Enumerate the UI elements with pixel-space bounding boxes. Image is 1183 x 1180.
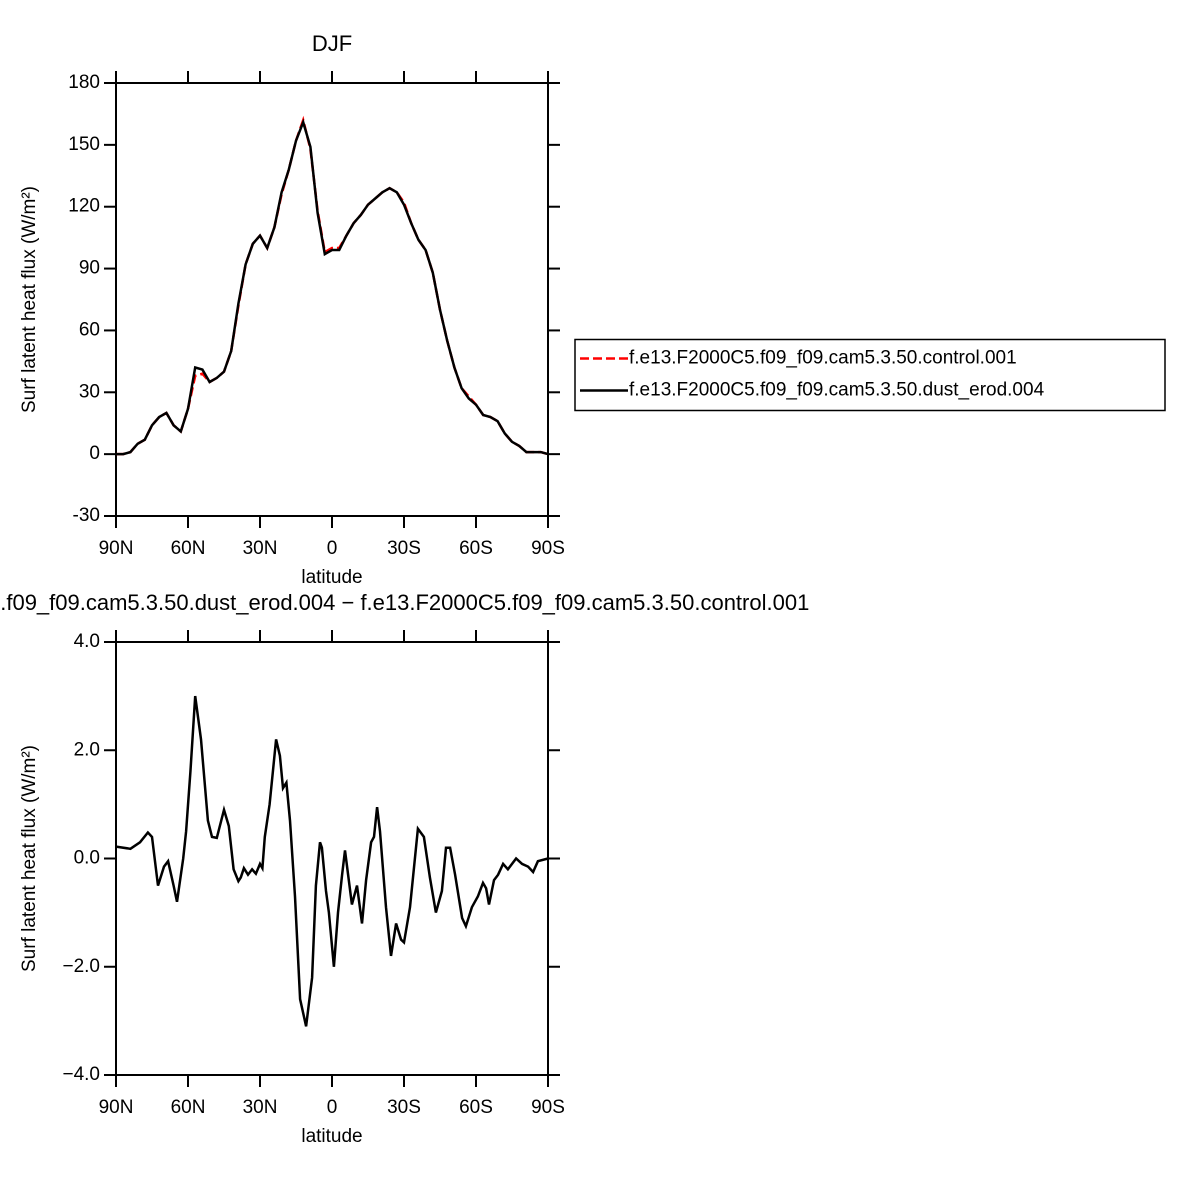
data-line	[116, 118, 549, 456]
x-tick-label: 30N	[243, 1097, 278, 1118]
data-line	[116, 115, 549, 456]
chart-title: DJF	[312, 31, 352, 56]
y-tick-label: 2.0	[74, 739, 100, 760]
y-tick-label: −2.0	[62, 956, 100, 977]
plot-frame	[115, 641, 549, 1076]
x-tick-label: 90N	[99, 538, 134, 559]
plot-frame	[115, 82, 549, 517]
x-axis-label: latitude	[301, 1126, 362, 1147]
y-tick-label: -30	[73, 505, 100, 526]
x-tick-label: 90S	[531, 538, 565, 559]
x-tick-label: 60N	[171, 1097, 206, 1118]
legend-label: f.e13.F2000C5.f09_f09.cam5.3.50.control.…	[629, 348, 1017, 369]
x-axis-label: latitude	[301, 567, 362, 588]
y-tick-label: 180	[68, 72, 100, 93]
y-axis-label: Surf latent heat flux (W/m²)	[19, 186, 40, 413]
y-tick-label: 0.0	[74, 848, 100, 869]
y-tick-label: 30	[79, 381, 100, 402]
x-tick-label: 90N	[99, 1097, 134, 1118]
x-tick-label: 0	[327, 1097, 338, 1118]
x-tick-label: 30S	[387, 1097, 421, 1118]
x-tick-label: 90S	[531, 1097, 565, 1118]
y-tick-label: 4.0	[74, 631, 100, 652]
x-tick-label: 30N	[243, 538, 278, 559]
x-tick-label: 0	[327, 538, 338, 559]
x-tick-label: 60S	[459, 1097, 493, 1118]
y-tick-label: 150	[68, 134, 100, 155]
y-tick-label: −4.0	[62, 1064, 100, 1085]
y-tick-label: 60	[79, 319, 100, 340]
data-line	[115, 695, 549, 1027]
legend-label: f.e13.F2000C5.f09_f09.cam5.3.50.dust_ero…	[629, 380, 1045, 401]
y-axis-label: Surf latent heat flux (W/m²)	[19, 745, 40, 972]
y-tick-label: 90	[79, 258, 100, 279]
y-tick-label: 120	[68, 196, 100, 217]
chart-title: f.e13.F2000C5.f09_f09.cam5.3.50.dust_ero…	[0, 590, 809, 615]
legend-box	[574, 338, 1166, 412]
x-tick-label: 30S	[387, 538, 421, 559]
x-tick-label: 60S	[459, 538, 493, 559]
x-tick-label: 60N	[171, 538, 206, 559]
y-tick-label: 0	[89, 443, 100, 464]
